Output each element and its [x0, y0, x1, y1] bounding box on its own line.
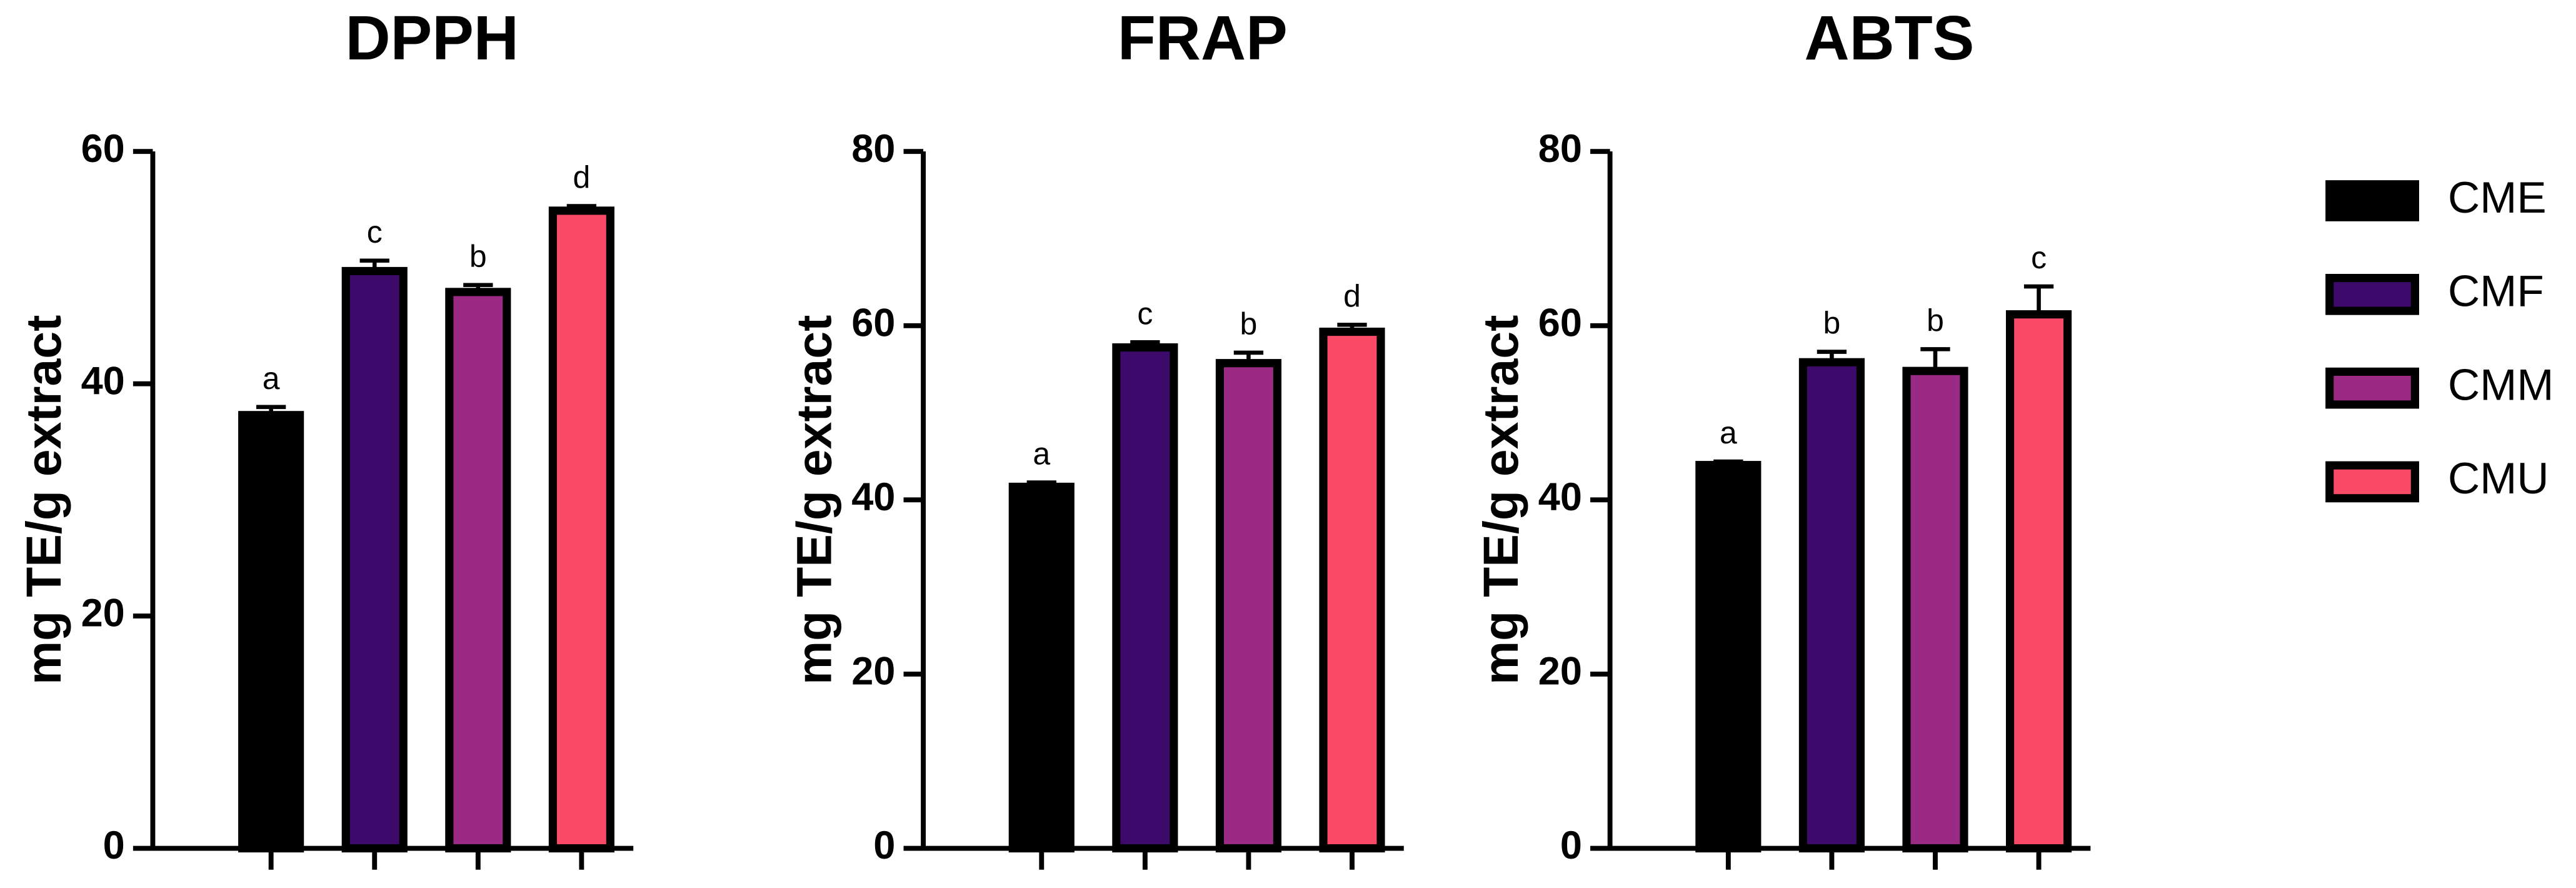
legend-swatch [2325, 461, 2420, 503]
bar [1112, 343, 1178, 853]
chart-title: ABTS [1804, 4, 1974, 73]
y-axis-label: mg TE/g extract [787, 315, 842, 685]
legend-swatch [2325, 367, 2420, 409]
significance-letter: d [573, 160, 590, 195]
bar [445, 288, 511, 853]
bar [238, 411, 304, 853]
bar [1319, 327, 1385, 853]
legend-label: CME [2448, 173, 2547, 223]
y-axis-label: mg TE/g extract [16, 315, 71, 685]
bar [548, 206, 614, 853]
bar [1695, 461, 1762, 853]
y-tick-label: 60 [1538, 301, 1582, 345]
legend-swatch [2325, 273, 2420, 315]
significance-letter: b [1927, 303, 1944, 338]
legend-label: CMF [2448, 267, 2544, 316]
bar [1902, 366, 1968, 853]
legend-label: CMM [2448, 360, 2553, 410]
significance-letter: b [1240, 306, 1258, 341]
chart-title: FRAP [1118, 4, 1288, 73]
y-tick-label: 60 [81, 127, 125, 171]
significance-letter: b [469, 239, 487, 274]
y-tick-label: 20 [81, 592, 125, 635]
y-tick-label: 80 [851, 127, 895, 171]
significance-letter: c [1137, 296, 1153, 331]
significance-letter: d [1343, 279, 1361, 314]
significance-letter: a [1033, 436, 1050, 472]
y-axis-label: mg TE/g extract [1473, 315, 1528, 685]
significance-letter: b [1823, 306, 1841, 341]
legend-swatch [2325, 180, 2420, 221]
y-tick-label: 60 [851, 301, 895, 345]
y-tick-label: 40 [1538, 475, 1582, 519]
y-tick-label: 20 [851, 650, 895, 694]
y-tick-label: 20 [1538, 650, 1582, 694]
bar [1798, 358, 1865, 853]
bar [1215, 359, 1281, 853]
y-tick-label: 0 [103, 824, 125, 867]
legend-label: CMU [2448, 454, 2549, 503]
significance-letter: c [2031, 240, 2047, 275]
bar [1008, 482, 1075, 853]
y-tick-label: 80 [1538, 127, 1582, 171]
bar [341, 266, 408, 853]
bar [2006, 310, 2072, 853]
y-tick-label: 40 [851, 475, 895, 519]
y-tick-label: 0 [1560, 824, 1582, 867]
significance-letter: c [367, 214, 383, 250]
chart-title: DPPH [345, 4, 518, 73]
significance-letter: a [263, 361, 280, 396]
significance-letter: a [1720, 415, 1737, 450]
y-tick-label: 40 [81, 359, 125, 403]
y-tick-label: 0 [873, 824, 895, 867]
